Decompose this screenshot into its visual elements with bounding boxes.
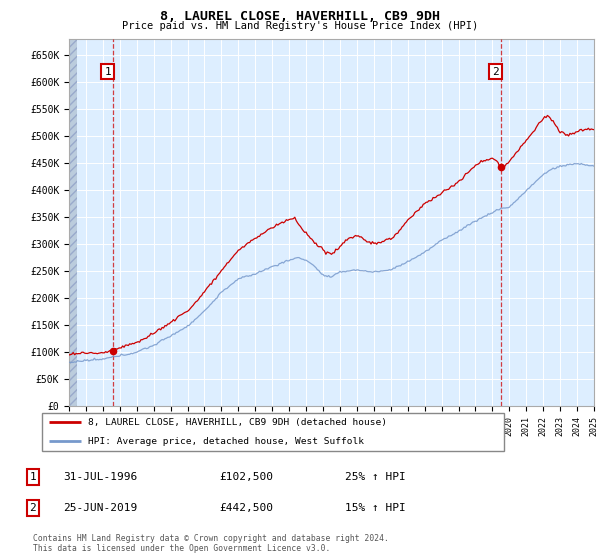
Text: £442,500: £442,500 (219, 503, 273, 513)
Text: 25-JUN-2019: 25-JUN-2019 (63, 503, 137, 513)
Text: 2: 2 (492, 67, 499, 77)
Bar (69, 39, 77, 406)
Text: 1: 1 (104, 67, 111, 77)
Text: £102,500: £102,500 (219, 472, 273, 482)
Text: 1: 1 (29, 472, 37, 482)
Text: 8, LAUREL CLOSE, HAVERHILL, CB9 9DH (detached house): 8, LAUREL CLOSE, HAVERHILL, CB9 9DH (det… (88, 418, 387, 427)
Text: 2: 2 (29, 503, 37, 513)
Text: 25% ↑ HPI: 25% ↑ HPI (345, 472, 406, 482)
Text: 31-JUL-1996: 31-JUL-1996 (63, 472, 137, 482)
Text: HPI: Average price, detached house, West Suffolk: HPI: Average price, detached house, West… (88, 437, 364, 446)
FancyBboxPatch shape (42, 413, 504, 451)
Text: 8, LAUREL CLOSE, HAVERHILL, CB9 9DH: 8, LAUREL CLOSE, HAVERHILL, CB9 9DH (160, 10, 440, 23)
Text: Price paid vs. HM Land Registry's House Price Index (HPI): Price paid vs. HM Land Registry's House … (122, 21, 478, 31)
Text: Contains HM Land Registry data © Crown copyright and database right 2024.
This d: Contains HM Land Registry data © Crown c… (33, 534, 389, 553)
Text: 15% ↑ HPI: 15% ↑ HPI (345, 503, 406, 513)
